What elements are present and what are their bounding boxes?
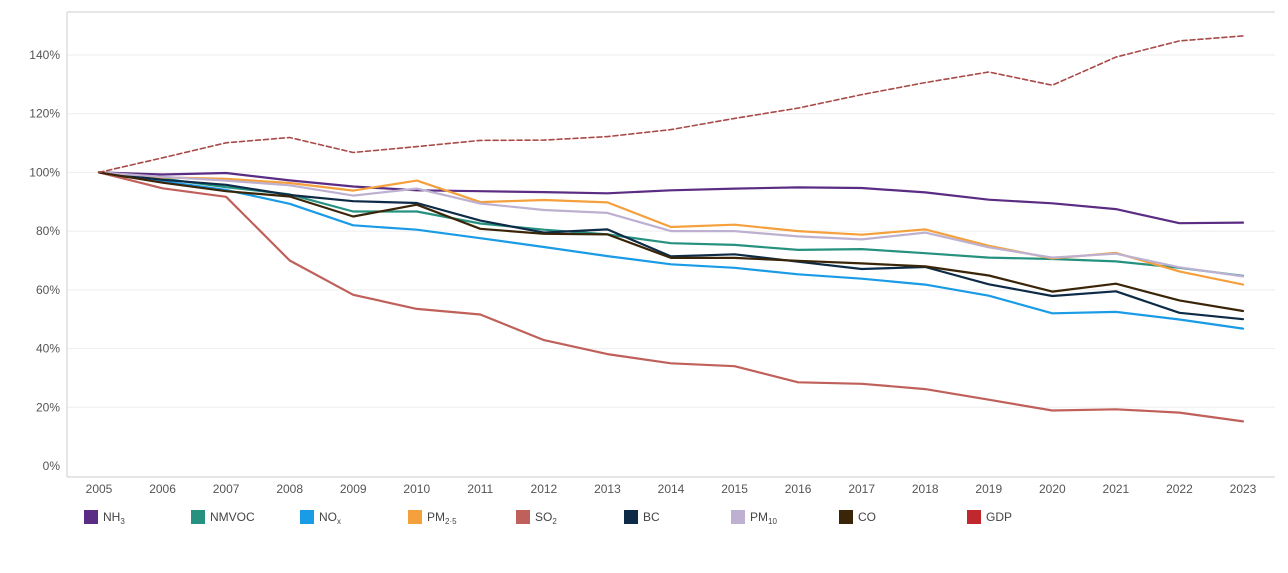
legend-swatch	[839, 510, 853, 524]
x-tick-label: 2021	[1103, 482, 1130, 496]
x-tick-label: 2023	[1230, 482, 1257, 496]
axes	[66, 11, 1275, 478]
y-tick-label: 120%	[29, 107, 60, 121]
y-tick-label: 140%	[29, 48, 60, 62]
series-line-nh3[interactable]	[97, 171, 1245, 225]
y-tick-label: 0%	[43, 459, 61, 473]
legend-swatch	[731, 510, 745, 524]
series-line-nmvoc[interactable]	[97, 171, 1245, 277]
x-tick-label: 2018	[912, 482, 939, 496]
x-tick-label: 2016	[785, 482, 812, 496]
legend-label-text: PM	[750, 510, 768, 524]
y-tick-label: 60%	[36, 283, 60, 297]
x-tick-label: 2017	[848, 482, 875, 496]
legend-label-subscript: 3	[120, 517, 125, 526]
x-tick-label: 2022	[1166, 482, 1193, 496]
legend-label[interactable]: NH3	[103, 510, 125, 526]
legend-label-subscript: 10	[768, 517, 777, 526]
legend-label-subscript: x	[337, 517, 341, 526]
x-tick-label: 2010	[403, 482, 430, 496]
x-tick-label: 2005	[86, 482, 113, 496]
x-tick-label: 2012	[531, 482, 558, 496]
series-line-gdp[interactable]	[98, 35, 1244, 174]
legend-label-text: CO	[858, 510, 876, 524]
legend-label-text: SO	[535, 510, 552, 524]
series-line-bc[interactable]	[97, 171, 1245, 321]
legend-label[interactable]: PM2·5	[427, 510, 457, 526]
series-line-nox[interactable]	[97, 171, 1245, 330]
legend-label[interactable]: SO2	[535, 510, 557, 526]
series-lines	[97, 35, 1245, 423]
gridlines	[67, 54, 1275, 408]
legend-swatch	[624, 510, 638, 524]
x-tick-label: 2009	[340, 482, 367, 496]
legend-label[interactable]: GDP	[986, 510, 1012, 524]
legend-label[interactable]: PM10	[750, 510, 777, 526]
x-tick-label: 2020	[1039, 482, 1066, 496]
legend-label-subscript: 2	[552, 517, 557, 526]
legend-label-text: BC	[643, 510, 660, 524]
legend-label[interactable]: NMVOC	[210, 510, 255, 524]
series-line-so2[interactable]	[97, 171, 1245, 423]
series-line-pm10[interactable]	[97, 171, 1245, 278]
x-axis-ticks: 2005 2006 2007 2008 2009 2010 2011 2012 2013 2014…	[86, 482, 1257, 496]
y-tick-label: 80%	[36, 224, 60, 238]
legend-swatch	[84, 510, 98, 524]
legend-swatch	[300, 510, 314, 524]
x-tick-label: 2013	[594, 482, 621, 496]
legend-label-text: NO	[319, 510, 337, 524]
x-tick-label: 2006	[149, 482, 176, 496]
x-tick-label: 2007	[213, 482, 240, 496]
x-tick-label: 2008	[276, 482, 303, 496]
y-tick-label: 40%	[36, 342, 60, 356]
y-tick-label: 20%	[36, 400, 60, 414]
y-axis-ticks: 0% 20% 40% 60% 80% 100% 120% 140%	[29, 48, 60, 473]
y-tick-label: 100%	[29, 165, 60, 179]
legend-swatch	[967, 510, 981, 524]
series-line-co[interactable]	[97, 171, 1245, 313]
legend-swatch	[408, 510, 422, 524]
legend-label-text: PM	[427, 510, 445, 524]
legend-label[interactable]: NOx	[319, 510, 341, 526]
x-tick-label: 2019	[975, 482, 1002, 496]
x-tick-label: 2014	[658, 482, 685, 496]
legend-label-subscript: 2·5	[445, 517, 457, 526]
legend-label-text: NMVOC	[210, 510, 255, 524]
legend-label[interactable]: CO	[858, 510, 876, 524]
legend: NH3 NMVOC NOx PM2·5 SO2 BC PM10 CO GDP	[84, 510, 1012, 526]
legend-label[interactable]: BC	[643, 510, 660, 524]
x-tick-label: 2011	[467, 482, 493, 496]
legend-swatch	[191, 510, 205, 524]
legend-label-text: NH	[103, 510, 120, 524]
x-tick-label: 2015	[721, 482, 748, 496]
legend-swatch	[516, 510, 530, 524]
legend-label-text: GDP	[986, 510, 1012, 524]
